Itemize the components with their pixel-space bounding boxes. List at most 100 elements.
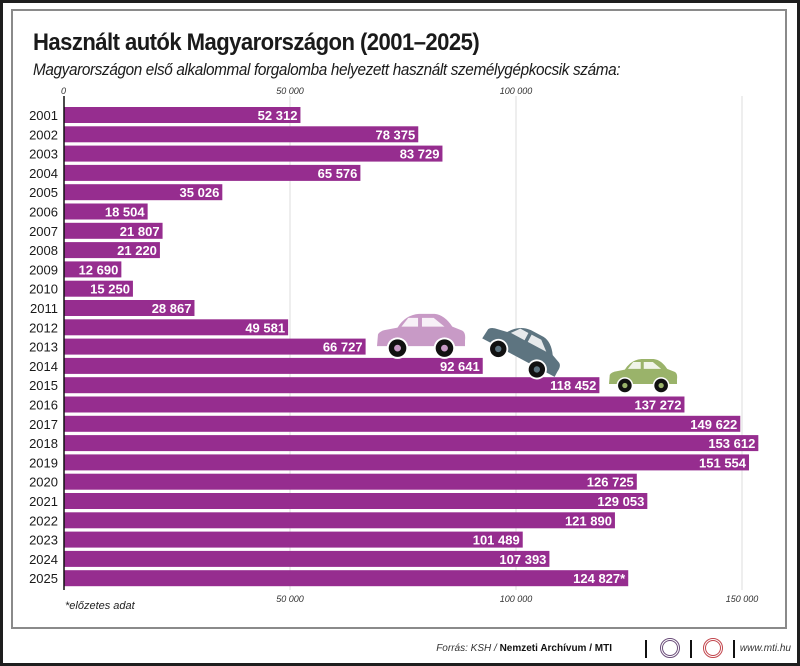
bar-2009 (64, 261, 122, 278)
car-window (421, 317, 445, 327)
value-label: 18 504 (105, 205, 146, 220)
y-tick-label: 2013 (29, 340, 58, 355)
value-label: 12 690 (79, 262, 119, 277)
y-tick-label: 2025 (29, 571, 58, 586)
value-label: 101 489 (473, 533, 520, 548)
value-label: 126 725 (587, 475, 634, 490)
value-label: 92 641 (440, 359, 480, 374)
bar-2008 (64, 242, 160, 259)
x-tick-label-bottom: 150 000 (726, 594, 759, 604)
y-tick-label: 2020 (29, 475, 58, 490)
separator (733, 640, 735, 658)
value-label: 66 727 (323, 340, 363, 355)
value-label: 124 827* (573, 571, 626, 586)
y-tick-label: 2006 (29, 205, 58, 220)
wheel-hub (441, 344, 448, 352)
y-tick-label: 2012 (29, 320, 58, 335)
y-tick-label: 2021 (29, 494, 58, 509)
y-tick-label: 2015 (29, 378, 58, 393)
bar-2022 (64, 512, 615, 529)
bar-2021 (64, 493, 648, 509)
footer: Forrás: KSH / Nemzeti Archívum / MTI www… (3, 635, 797, 663)
y-tick-label: 2016 (29, 398, 58, 413)
mtva-logo-icon (660, 638, 680, 658)
value-label: 107 393 (499, 552, 546, 567)
value-label: 21 807 (120, 224, 160, 239)
wheel-hub (495, 345, 502, 353)
bar-2004 (64, 164, 361, 181)
x-tick-label-top: 0 (61, 86, 66, 96)
bar-2003 (64, 145, 443, 162)
value-label: 129 053 (597, 494, 644, 509)
separator (645, 640, 647, 658)
y-tick-label: 2004 (29, 166, 58, 181)
bar-2020 (64, 473, 637, 490)
y-tick-label: 2018 (29, 436, 58, 451)
wheel-hub (658, 382, 664, 389)
bar-2007 (64, 222, 163, 239)
y-tick-label: 2019 (29, 455, 58, 470)
y-tick-label: 2014 (29, 359, 58, 374)
y-tick-label: 2011 (30, 301, 58, 316)
value-label: 83 729 (400, 147, 440, 162)
wheel-hub (533, 366, 541, 373)
value-label: 49 581 (245, 320, 285, 335)
car-window (527, 334, 547, 352)
value-label: 15 250 (90, 282, 130, 297)
x-tick-label-bottom: 50 000 (276, 594, 304, 604)
bar-2023 (64, 531, 523, 548)
source-prefix: Forrás: KSH / (436, 643, 500, 654)
bar-2014 (64, 357, 483, 374)
annotation-note: *előzetes adat (65, 600, 135, 612)
value-label: 28 867 (152, 301, 192, 316)
x-tick-label-top: 100 000 (500, 86, 533, 96)
y-tick-label: 2002 (29, 127, 58, 142)
mti-logo-icon (703, 638, 723, 658)
y-tick-label: 2023 (29, 533, 58, 548)
website-link[interactable]: www.mti.hu (739, 643, 791, 654)
y-tick-label: 2008 (29, 243, 58, 258)
bar-2015 (64, 377, 600, 394)
bar-2002 (64, 126, 419, 143)
car-window (643, 362, 662, 369)
car-window (401, 317, 419, 327)
y-tick-label: 2022 (29, 513, 58, 528)
value-label: 78 375 (375, 127, 415, 142)
value-label: 21 220 (117, 243, 157, 258)
value-label: 121 890 (565, 513, 612, 528)
value-label: 149 622 (690, 417, 737, 432)
y-tick-label: 2010 (29, 282, 58, 297)
green-car-icon (609, 359, 678, 394)
bar-2001 (64, 107, 301, 123)
gray-car-icon (482, 327, 560, 380)
value-label: 35 026 (180, 185, 220, 200)
chart-subtitle: Magyarországon első alkalommal forgalomb… (33, 60, 621, 79)
y-tick-label: 2017 (29, 417, 58, 432)
bar-2024 (64, 550, 550, 567)
value-label: 151 554 (699, 455, 747, 470)
bar-2005 (64, 184, 223, 201)
source-credit: Forrás: KSH / Nemzeti Archívum / MTI (436, 643, 612, 654)
value-label: 153 612 (708, 436, 755, 451)
x-tick-label-bottom: 100 000 (500, 594, 533, 604)
bar-2025 (64, 570, 629, 587)
y-tick-label: 2005 (29, 185, 58, 200)
y-tick-label: 2001 (29, 108, 58, 123)
car-window (510, 328, 529, 341)
pink-car-icon (377, 313, 466, 359)
source-bold: Nemzeti Archívum / MTI (499, 643, 612, 654)
bar-2010 (64, 280, 133, 297)
value-label: 118 452 (550, 378, 596, 393)
y-tick-label: 2009 (29, 262, 58, 277)
y-tick-label: 2007 (29, 224, 58, 239)
x-tick-label-top: 50 000 (276, 86, 304, 96)
bar-2019 (64, 454, 750, 471)
bar-2016 (64, 396, 685, 413)
value-label: 65 576 (318, 166, 358, 181)
chart-title: Használt autók Magyarországon (2001–2025… (33, 29, 480, 56)
separator (690, 640, 692, 658)
bar-2011 (64, 300, 195, 316)
bar-2018 (64, 435, 759, 452)
bar-2017 (64, 415, 741, 432)
